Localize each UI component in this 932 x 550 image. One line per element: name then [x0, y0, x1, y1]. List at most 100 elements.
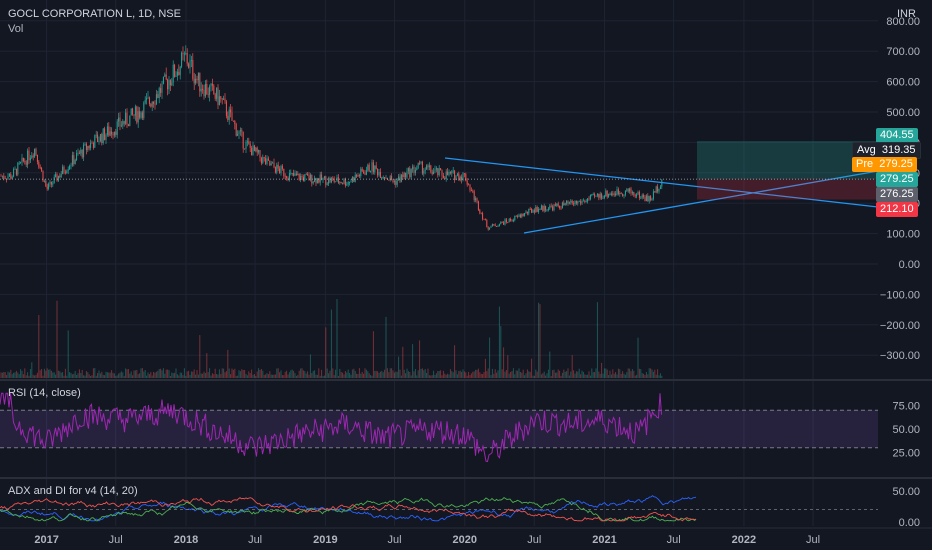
volume-bar	[36, 372, 38, 378]
volume-bar	[521, 372, 523, 378]
volume-bar	[575, 371, 577, 378]
volume-bar	[433, 370, 435, 378]
candle-body	[423, 170, 425, 174]
volume-bar	[606, 369, 608, 378]
volume-bar	[20, 369, 22, 378]
candle-body	[160, 88, 162, 93]
volume-bar	[598, 371, 600, 378]
volume-bar	[244, 369, 246, 378]
candle-body	[139, 111, 141, 118]
candle-body	[589, 194, 591, 200]
volume-bar	[349, 372, 351, 378]
volume-bar	[126, 369, 128, 378]
volume-bar	[39, 370, 41, 378]
volume-bar	[445, 374, 447, 378]
volume-bar	[564, 371, 566, 378]
volume-bar	[605, 368, 607, 378]
volume-bar	[330, 309, 332, 378]
candle-body	[333, 178, 335, 182]
volume-bar	[105, 371, 107, 378]
candle-body	[237, 133, 239, 136]
volume-bar	[227, 349, 229, 378]
candle-body	[280, 166, 282, 174]
volume-bar	[115, 375, 117, 378]
candle-body	[90, 142, 92, 149]
volume-bar	[90, 375, 92, 378]
candle-body	[106, 126, 108, 135]
candle-body	[620, 193, 622, 194]
candle-body	[468, 184, 470, 186]
candle-body	[452, 170, 454, 172]
candle-body	[81, 149, 83, 158]
candle-body	[350, 181, 352, 183]
candle-body	[83, 144, 85, 158]
volume-bar	[652, 371, 654, 378]
candle-body	[298, 173, 300, 180]
candle-body	[356, 175, 358, 177]
candle-body	[154, 103, 156, 105]
volume-bar	[465, 372, 467, 378]
volume-bar	[111, 370, 113, 378]
candle-body	[32, 155, 34, 157]
volume-bar	[190, 371, 192, 378]
volume-bar	[431, 375, 433, 378]
volume-bar	[255, 375, 257, 378]
volume-bar	[377, 371, 379, 378]
candle-body	[624, 190, 626, 195]
volume-bar	[263, 374, 265, 378]
candle-body	[85, 143, 87, 150]
volume-bar	[301, 368, 303, 378]
volume-bar	[654, 369, 656, 378]
volume-bar	[602, 373, 604, 378]
volume-bar	[294, 373, 296, 378]
volume-bar	[498, 306, 500, 378]
candle-body	[28, 150, 30, 161]
volume-bar	[305, 373, 307, 378]
volume-bar	[507, 355, 509, 378]
candle-body	[98, 141, 100, 142]
candle-body	[274, 167, 276, 173]
volume-bar	[29, 369, 31, 378]
adx-tick-label: 0.00	[899, 517, 920, 529]
candle-body	[462, 173, 464, 181]
volume-bar	[619, 369, 621, 378]
price-tick-label: 600.00	[886, 77, 920, 89]
volume-bar	[122, 372, 124, 378]
candle-body	[291, 173, 293, 174]
candle-body	[641, 195, 643, 198]
volume-bar	[645, 371, 647, 378]
volume-bar	[638, 368, 640, 378]
candle-body	[269, 160, 271, 166]
candle-body	[554, 204, 556, 206]
volume-bar	[421, 368, 423, 378]
volume-bar	[640, 369, 642, 378]
volume-bar	[617, 368, 619, 378]
candle-body	[594, 194, 596, 197]
candle-body	[374, 165, 376, 173]
volume-bar	[321, 369, 323, 378]
candle-body	[511, 220, 513, 222]
candle-body	[637, 192, 639, 195]
currency-label: INR	[897, 8, 916, 20]
volume-bar	[43, 368, 45, 378]
volume-bar	[209, 368, 211, 378]
minus-di-line	[0, 497, 697, 522]
candle-body	[157, 94, 159, 98]
volume-bar	[347, 369, 349, 378]
candle-body	[475, 198, 477, 201]
candle-body	[487, 227, 489, 230]
volume-bar	[440, 370, 442, 378]
candle-body	[389, 176, 391, 180]
volume-bar	[435, 373, 437, 378]
volume-bar	[608, 375, 610, 378]
candle-body	[308, 175, 310, 181]
volume-bar	[451, 371, 453, 378]
candle-body	[610, 193, 612, 196]
volume-bar	[391, 368, 393, 378]
volume-bar	[35, 374, 37, 378]
volume-bar	[627, 368, 629, 378]
volume-bar	[42, 375, 44, 378]
volume-bar	[231, 368, 233, 378]
candle-body	[603, 195, 605, 198]
